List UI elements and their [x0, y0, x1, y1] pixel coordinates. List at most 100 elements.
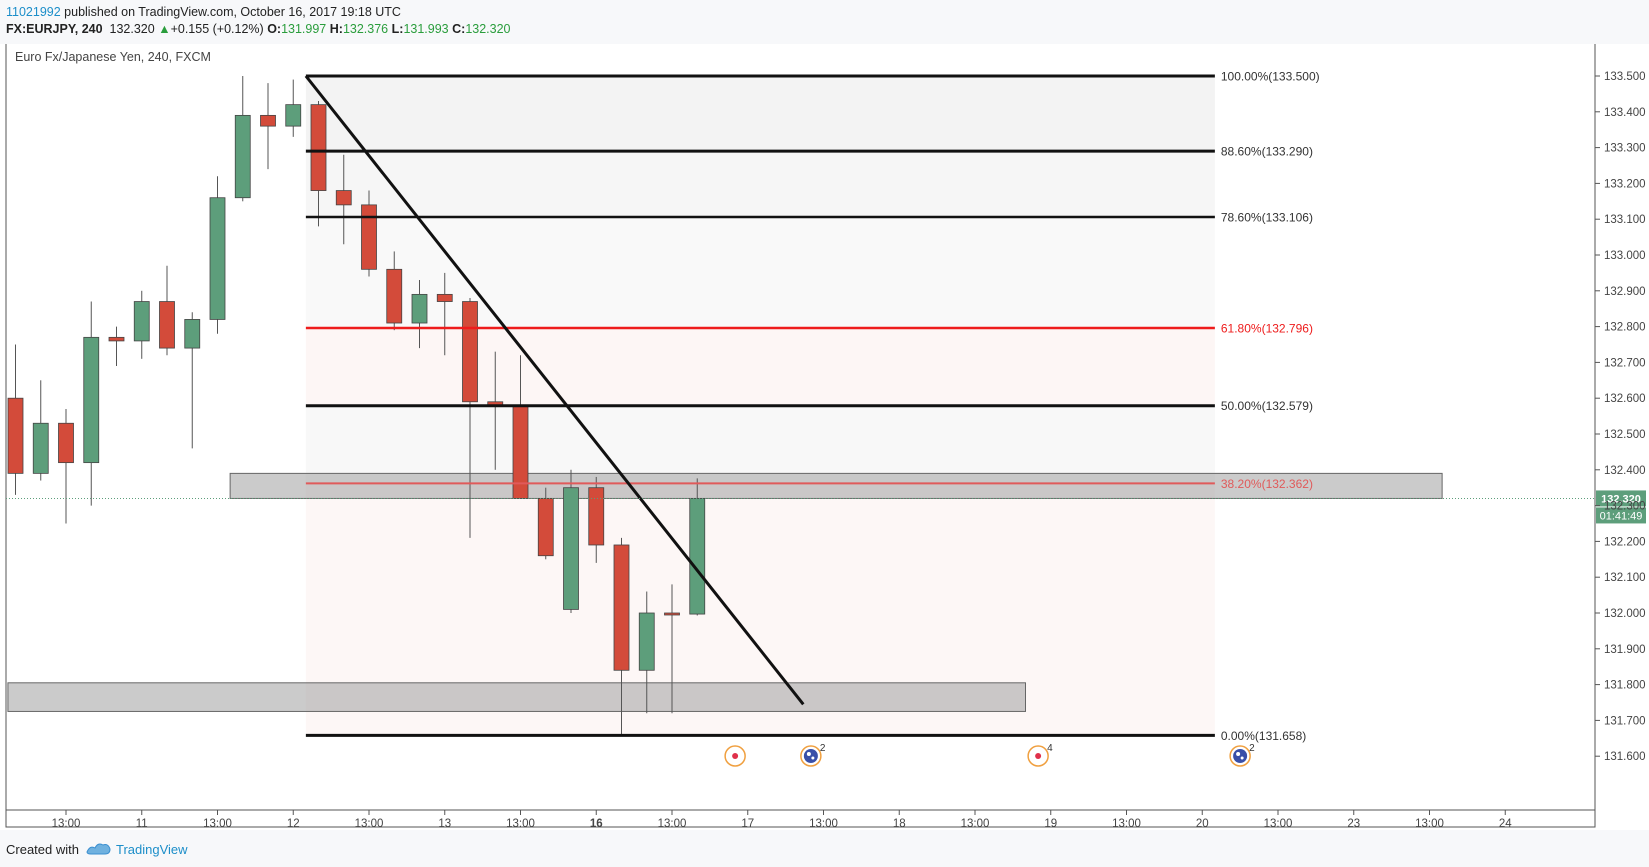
time-tick-label: 13:00 — [1112, 818, 1141, 830]
current-price-group: 132.320 01:41:49 — [6, 490, 1646, 524]
username-link[interactable]: 11021992 — [6, 5, 61, 19]
low-label: L: — [391, 22, 404, 36]
price-tick-label: 132.500 — [1604, 429, 1646, 441]
candle-up — [184, 319, 201, 349]
candle-up — [83, 336, 100, 464]
candle-down — [664, 612, 680, 616]
fib-label: 38.20%(132.362) — [1221, 477, 1313, 491]
candle-up — [689, 498, 706, 615]
time-tick-label: 13 — [438, 818, 451, 830]
candle-down — [613, 544, 630, 671]
price-chart[interactable]: Euro Fx/Japanese Yen, 240, FXCM 100.00%(… — [0, 44, 1649, 830]
price-tick-label: 133.200 — [1604, 178, 1646, 190]
flag-icon — [1236, 752, 1241, 756]
publish-line: 11021992 published on TradingView.com, O… — [6, 5, 401, 19]
price-tick-label: 133.300 — [1604, 143, 1646, 155]
candle-down — [436, 293, 453, 302]
price-tick-label: 132.600 — [1604, 393, 1646, 405]
high-label: H: — [329, 22, 343, 36]
close-label: C: — [452, 22, 466, 36]
fib-label: 50.00%(132.579) — [1221, 399, 1313, 413]
created-with-text: Created with — [6, 842, 79, 857]
price-tick-label: 131.600 — [1604, 751, 1646, 763]
open-label: O: — [267, 22, 282, 36]
candle-down — [108, 336, 125, 342]
time-tick-label: 13:00 — [961, 818, 990, 830]
candles — [7, 76, 706, 735]
time-tick-label: 20 — [1196, 818, 1209, 830]
up-arrow-icon: ▲ — [158, 22, 171, 36]
dot-icon — [732, 753, 739, 759]
flag-icon — [1240, 756, 1244, 760]
open-value: 131.997 — [281, 22, 327, 36]
price-tick-label: 131.800 — [1604, 680, 1646, 692]
price-tick-label: 132.100 — [1604, 572, 1646, 584]
candle-up — [638, 612, 655, 671]
tradingview-logo-icon[interactable] — [86, 839, 112, 857]
tradingview-link[interactable]: TradingView — [116, 842, 188, 857]
fib-label: 100.00%(133.500) — [1221, 70, 1320, 84]
price-tick-label: 132.700 — [1604, 357, 1646, 369]
time-tick-label: 23 — [1347, 818, 1360, 830]
price-tick-label: 133.400 — [1604, 107, 1646, 119]
time-tick-label: 11 — [136, 818, 148, 830]
candle-up — [209, 197, 226, 320]
candle-down — [159, 301, 175, 349]
time-tick-label: 13:00 — [1415, 818, 1444, 830]
candle-down — [260, 114, 276, 127]
time-tick-label: 12 — [287, 818, 300, 830]
price-axis: 131.600 131.700 131.800 131.900 132.000 132.1… — [1595, 71, 1646, 763]
last-price: 132.320 — [109, 22, 155, 36]
event-badge: 2 — [1249, 743, 1255, 754]
price-tick-label: 131.900 — [1604, 644, 1646, 656]
time-tick-label: 13:00 — [658, 818, 687, 830]
flag-icon — [806, 752, 811, 756]
time-tick-label: 13:00 — [506, 818, 535, 830]
fib-levels: 100.00%(133.500) 88.60%(133.290) 78.60%(13… — [305, 70, 1320, 743]
price-tick-label: 133.100 — [1604, 214, 1646, 226]
candle-up — [563, 487, 579, 610]
trendline — [304, 75, 805, 706]
price-tag: 132.320 — [1601, 493, 1641, 505]
high-value: 132.376 — [342, 22, 389, 36]
time-tick-label: 13:00 — [52, 818, 81, 830]
price-change: +0.155 (+0.12%) — [170, 22, 264, 36]
flag-icon — [803, 749, 818, 763]
chart-title: Euro Fx/Japanese Yen, 240, FXCM — [15, 50, 211, 64]
candle-down — [512, 404, 529, 499]
time-axis: 13:00 11 13:00 12 13:00 13 13:00 16 13:00 17 13:00… — [52, 810, 1512, 830]
event-badge: 4 — [1047, 743, 1053, 754]
low-value: 131.993 — [403, 22, 449, 36]
fib-label: 0.00%(131.658) — [1221, 729, 1306, 743]
fib-label: 78.60%(133.106) — [1221, 211, 1313, 225]
trendline-group — [304, 75, 805, 706]
price-tick-label: 132.200 — [1604, 536, 1646, 548]
time-tick-label: 19 — [1044, 818, 1057, 830]
candle-up — [133, 301, 150, 342]
candle-down — [462, 301, 478, 403]
sr-zone — [7, 682, 1027, 712]
time-tick-label: 13:00 — [355, 818, 384, 830]
time-tick-label: 13:00 — [1264, 818, 1293, 830]
candle-down — [386, 268, 403, 324]
fib-band — [305, 217, 1215, 329]
close-value: 132.320 — [465, 22, 511, 36]
time-tick-label: 16 — [590, 818, 603, 830]
candle-up — [285, 104, 302, 127]
price-tick-label: 132.900 — [1604, 286, 1646, 298]
candle-down — [537, 498, 554, 557]
candle-up — [411, 293, 428, 324]
fib-label: 61.80%(132.796) — [1221, 322, 1313, 336]
dot-icon — [1035, 753, 1042, 759]
candle-down — [588, 487, 605, 546]
event-badge: 2 — [820, 743, 826, 754]
publish-text: published on TradingView.com, October 16… — [60, 5, 401, 19]
candle-down — [335, 190, 352, 206]
countdown-label: 01:41:49 — [1600, 510, 1643, 522]
price-tick-label: 131.700 — [1604, 715, 1646, 727]
countdown-bg — [1596, 507, 1646, 524]
sr-zones — [7, 472, 1443, 712]
candle-up — [32, 422, 49, 474]
flag-icon — [1233, 749, 1248, 763]
event-markers: 2 4 2 — [724, 743, 1255, 767]
